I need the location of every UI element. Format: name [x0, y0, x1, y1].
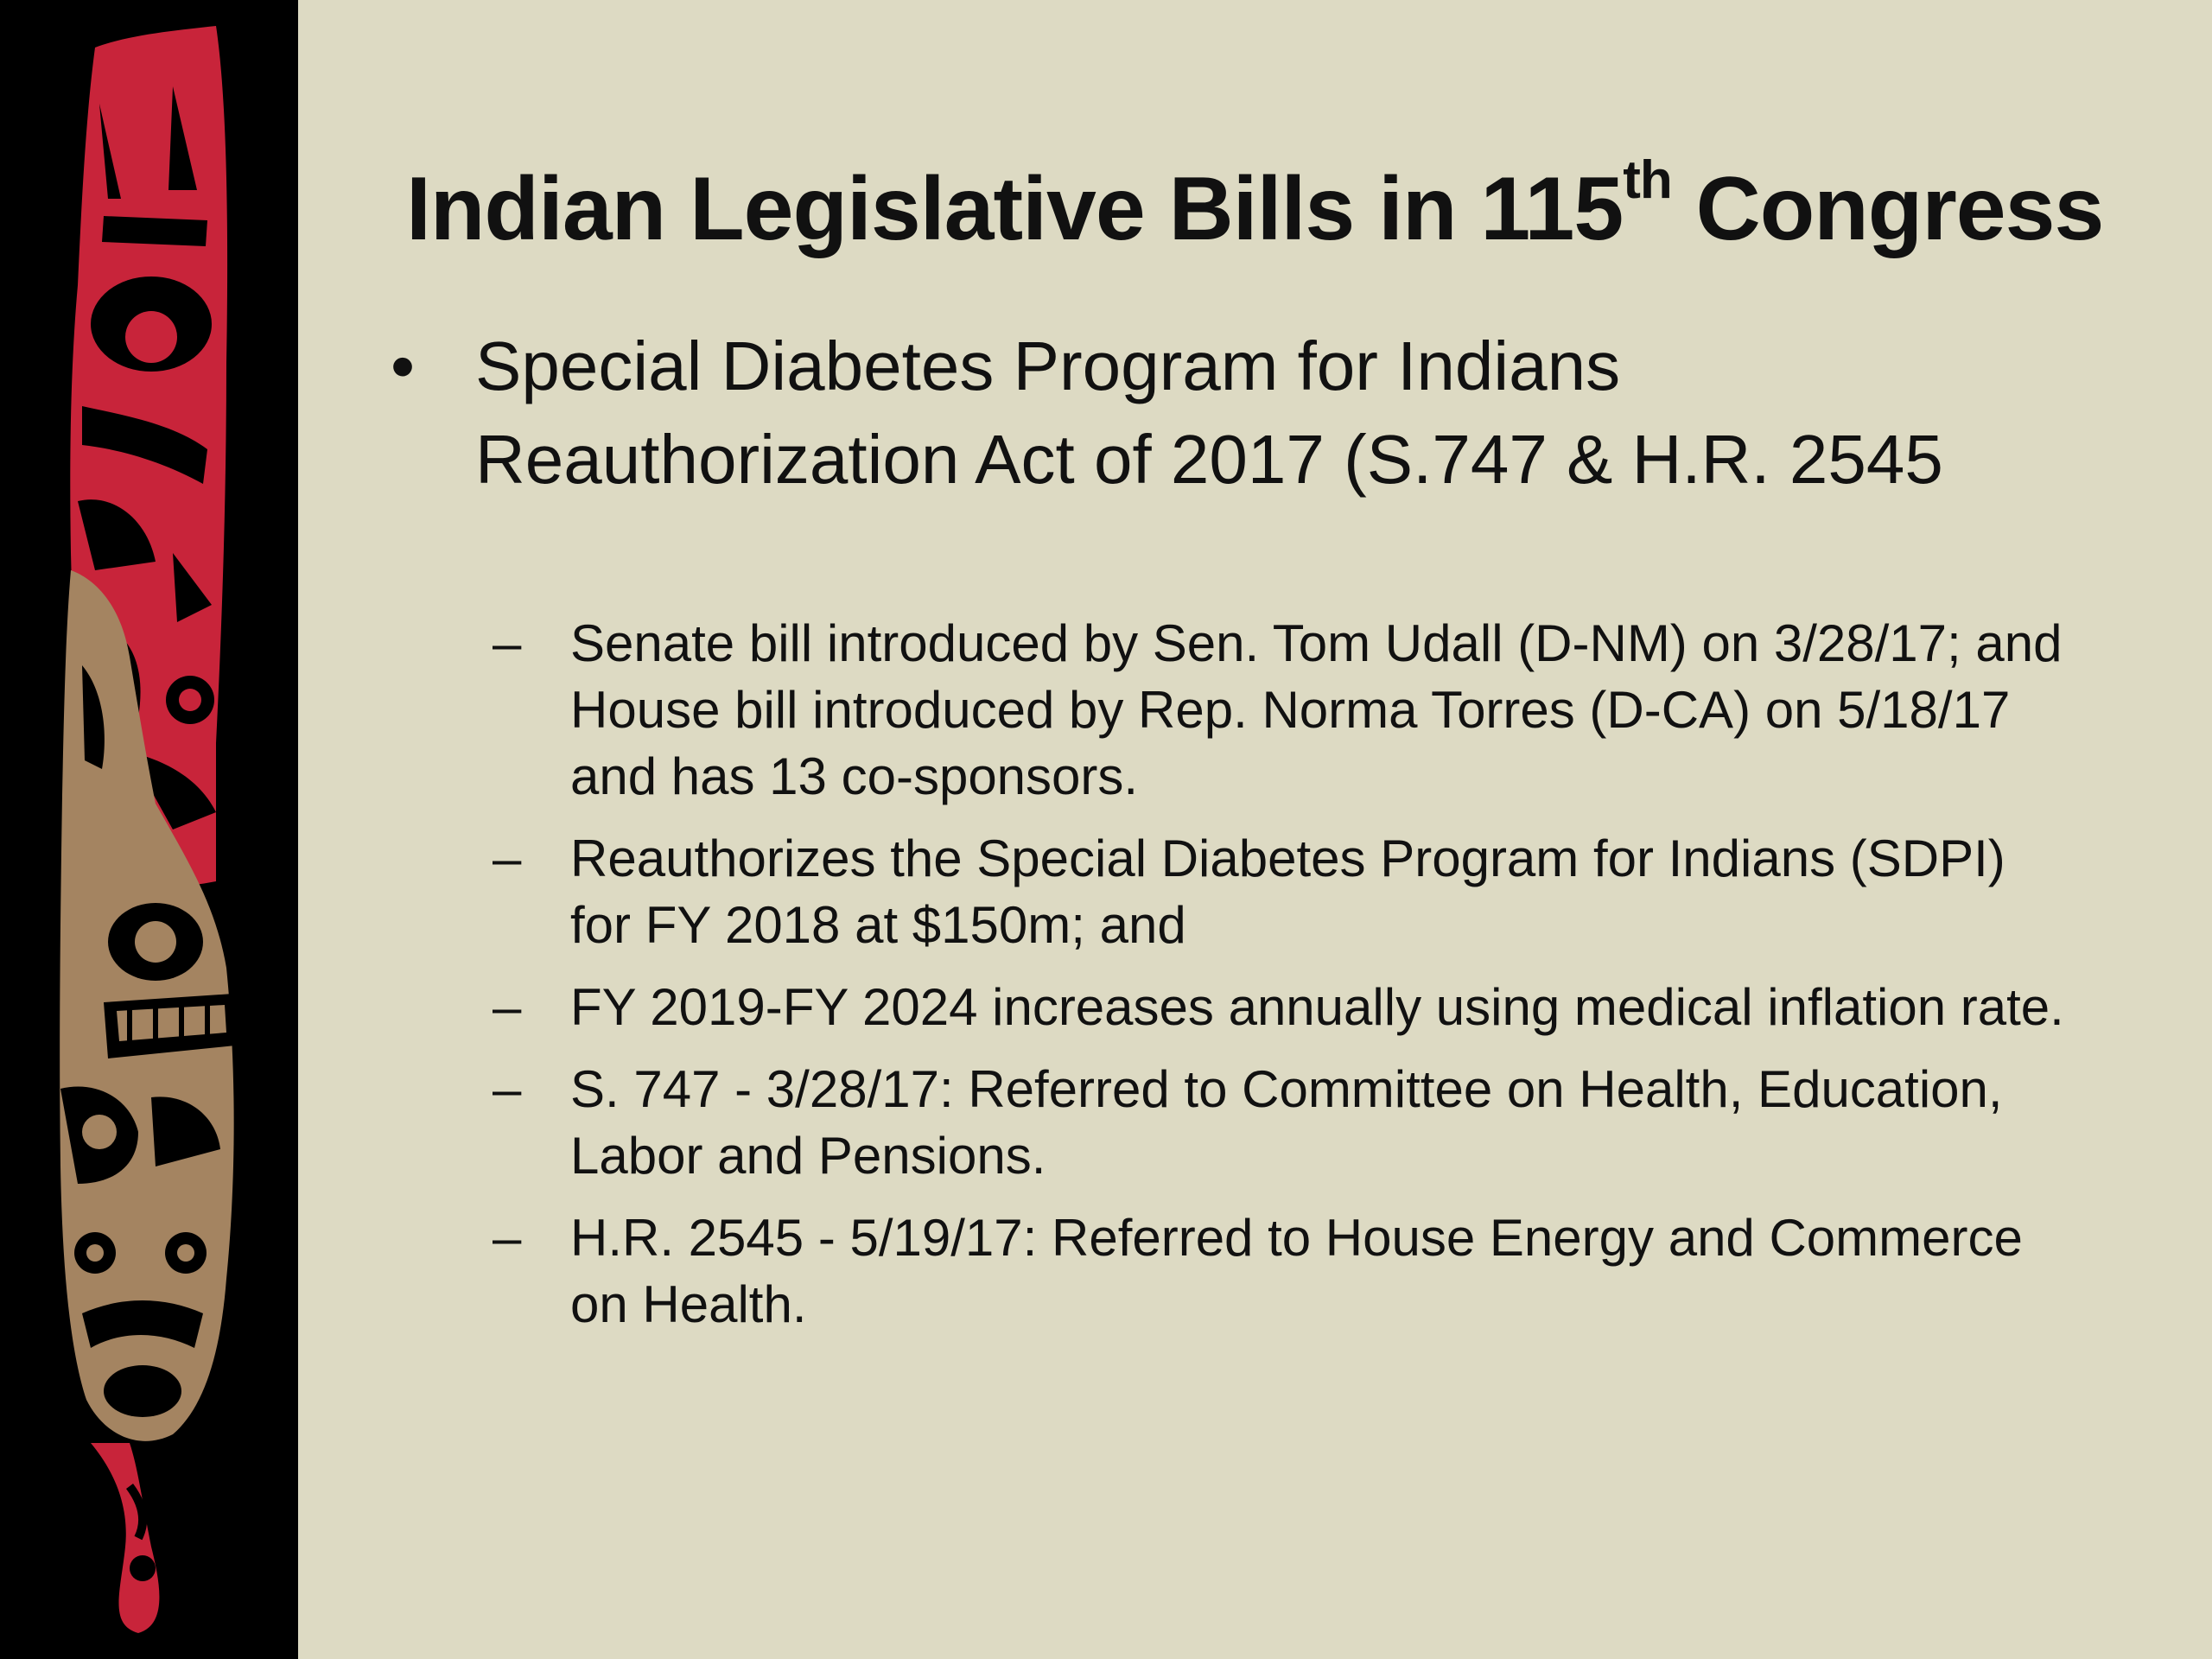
sub-bullet-item: – FY 2019-FY 2024 increases annually usin…: [493, 974, 2065, 1040]
sub-bullet-item: – H.R. 2545 - 5/19/17: Referred to House …: [493, 1205, 2065, 1338]
slide-title: Indian Legislative Bills in 115th Congre…: [406, 149, 2134, 270]
main-bullet: • Special Diabetes Program for Indians R…: [380, 320, 2065, 506]
sub-bullet-text: Senate bill introduced by Sen. Tom Udall…: [570, 614, 2063, 805]
bullet-marker: •: [391, 327, 416, 404]
dash-marker: –: [493, 978, 522, 1036]
slide-title-main: Indian Legislative Bills in 115: [406, 159, 1624, 259]
sub-bullet-text: S. 747 - 3/28/17: Referred to Committee …: [570, 1060, 2003, 1185]
sub-bullet-text: Reauthorizes the Special Diabetes Progra…: [570, 830, 2005, 954]
sub-bullet-item: – S. 747 - 3/28/17: Referred to Committee…: [493, 1056, 2065, 1189]
slide-title-ordinal: th: [1623, 150, 1673, 211]
slide-title-end: Congress: [1671, 159, 2105, 259]
sub-bullet-item: – Reauthorizes the Special Diabetes Progr…: [493, 825, 2065, 958]
dash-marker: –: [493, 614, 522, 672]
dash-marker: –: [493, 1060, 522, 1118]
sub-bullet-item: – Senate bill introduced by Sen. Tom Udal…: [493, 610, 2065, 810]
dash-marker: –: [493, 1209, 522, 1267]
main-bullet-text: Special Diabetes Program for Indians Rea…: [475, 327, 1943, 498]
sub-bullet-list: – Senate bill introduced by Sen. Tom Udal…: [493, 610, 2065, 1353]
dash-marker: –: [493, 830, 522, 887]
sub-bullet-text: FY 2019-FY 2024 increases annually using…: [570, 978, 2064, 1036]
totem-banner: [0, 0, 298, 1659]
sub-bullet-text: H.R. 2545 - 5/19/17: Referred to House E…: [570, 1209, 2023, 1333]
formline-totem-art: [60, 26, 235, 1633]
